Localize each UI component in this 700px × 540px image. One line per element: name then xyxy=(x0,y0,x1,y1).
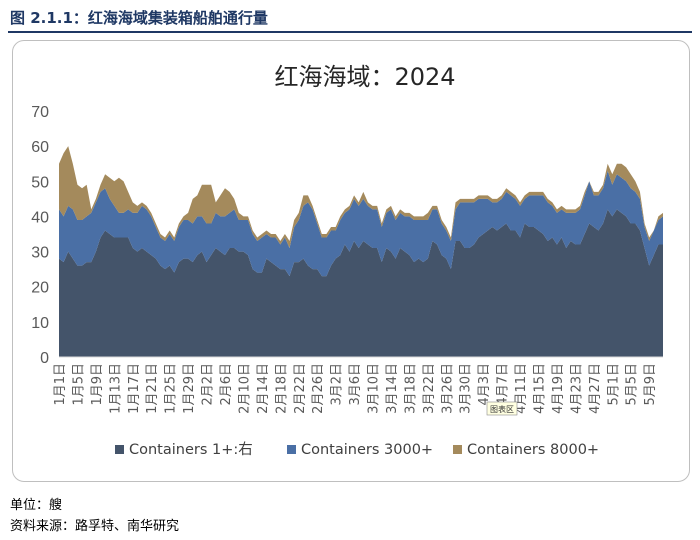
source-note: 资料来源：路孚特、南华研究 xyxy=(10,519,180,534)
x-tick-label: 3月10日 xyxy=(367,363,382,414)
x-tick-label: 4月23日 xyxy=(569,363,584,414)
x-tick-label: 4月19日 xyxy=(551,363,566,414)
x-tick-label: 1月9日 xyxy=(90,363,105,406)
header-divider xyxy=(8,31,692,33)
y-tick-label: 10 xyxy=(31,315,49,332)
legend-label-2: Containers 3000+ xyxy=(301,442,433,458)
series-area-1 xyxy=(59,209,663,357)
series-area-3 xyxy=(59,146,663,249)
x-tick-label: 3月2日 xyxy=(330,363,345,406)
x-tick-label: 1月17日 xyxy=(127,363,142,414)
chart-area-tooltip: 图表区 xyxy=(486,401,518,416)
chart-title: 红海海域：2024 xyxy=(274,63,455,91)
x-tick-label: 2月14日 xyxy=(256,363,271,414)
figure-header: 图 2.1.1：红海海域集装箱船舶通行量 xyxy=(8,4,692,33)
y-tick-label: 60 xyxy=(31,139,49,156)
tooltip-label: 图表区 xyxy=(490,404,514,414)
y-tick-label: 50 xyxy=(31,174,49,191)
x-tick-label: 5月9日 xyxy=(643,363,658,406)
x-axis: 1月1日 1月5日 1月9日 1月13日 1月17日 1月21日 1月25日 1月29日 2月2… xyxy=(53,363,658,414)
y-tick-label: 0 xyxy=(40,350,49,367)
x-tick-label: 2月18日 xyxy=(274,363,289,414)
legend-label-3: Containers 8000+ xyxy=(467,442,599,458)
y-axis: 0 10 20 30 40 50 60 70 xyxy=(31,104,49,367)
x-tick-label: 3月14日 xyxy=(385,363,400,414)
series-areas xyxy=(59,146,663,357)
x-tick-label: 5月5日 xyxy=(625,363,640,406)
legend-swatch-3 xyxy=(453,445,462,454)
y-tick-label: 40 xyxy=(31,209,49,226)
chart-area[interactable]: 红海海域：2024 0 10 20 30 40 50 60 70 1月1日 1月5日 1月9日 1月… xyxy=(12,40,690,482)
x-tick-label: 1月29日 xyxy=(182,363,197,414)
x-tick-label: 5月1日 xyxy=(606,363,621,406)
x-tick-label: 1月13日 xyxy=(108,363,123,414)
unit-note: 单位：艘 xyxy=(10,498,63,513)
x-tick-label: 4月3日 xyxy=(477,363,492,406)
x-tick-label: 4月15日 xyxy=(533,363,548,414)
x-tick-label: 2月6日 xyxy=(219,363,234,406)
x-tick-label: 2月22日 xyxy=(293,363,308,414)
x-tick-label: 3月22日 xyxy=(422,363,437,414)
x-tick-label: 1月21日 xyxy=(145,363,160,414)
figure-title: 图 2.1.1：红海海域集装箱船舶通行量 xyxy=(10,9,268,27)
x-tick-label: 3月30日 xyxy=(459,363,474,414)
x-tick-label: 2月26日 xyxy=(311,363,326,414)
y-tick-label: 30 xyxy=(31,245,49,262)
x-tick-label: 2月10日 xyxy=(237,363,252,414)
x-tick-label: 2月2日 xyxy=(201,363,216,406)
x-tick-label: 1月25日 xyxy=(164,363,179,414)
series-area-2 xyxy=(59,170,663,277)
x-tick-label: 1月1日 xyxy=(53,363,68,406)
y-tick-label: 20 xyxy=(31,280,49,297)
x-tick-label: 4月7日 xyxy=(496,363,511,406)
x-tick-label: 1月5日 xyxy=(71,363,86,406)
chart-legend: Containers 1+:右 Containers 3000+ Container… xyxy=(115,441,599,458)
legend-swatch-1 xyxy=(115,445,124,454)
x-tick-label: 4月11日 xyxy=(514,363,529,414)
legend-label-1: Containers 1+:右 xyxy=(129,441,253,458)
legend-swatch-2 xyxy=(287,445,296,454)
x-tick-label: 4月27日 xyxy=(588,363,603,414)
x-tick-label: 3月6日 xyxy=(348,363,363,406)
x-tick-label: 3月26日 xyxy=(440,363,455,414)
x-tick-label: 3月18日 xyxy=(403,363,418,414)
y-tick-label: 70 xyxy=(31,104,49,121)
